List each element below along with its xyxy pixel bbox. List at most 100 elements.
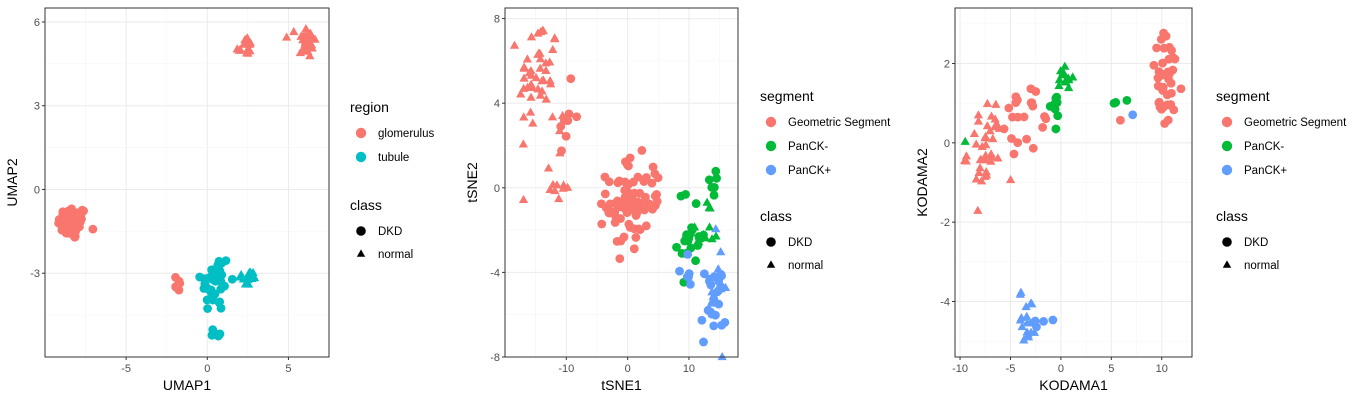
data-point <box>298 35 308 44</box>
legend-color-key <box>1221 140 1233 152</box>
data-point <box>518 139 528 148</box>
data-points <box>54 24 320 341</box>
data-point <box>239 39 249 48</box>
color-legend-title: segment <box>1216 88 1270 104</box>
x-axis-title: tSNE1 <box>601 377 642 393</box>
data-point <box>720 318 730 327</box>
data-point <box>707 309 717 319</box>
data-point <box>1009 149 1019 159</box>
data-point <box>620 195 629 205</box>
data-point <box>1153 81 1163 91</box>
data-point <box>1022 311 1032 320</box>
data-point <box>709 190 719 200</box>
data-point <box>1005 174 1016 184</box>
data-point <box>707 234 717 243</box>
data-point <box>548 179 558 188</box>
data-point <box>1019 112 1029 122</box>
data-point <box>215 275 225 285</box>
data-points <box>960 28 1186 344</box>
data-point <box>65 214 75 224</box>
data-point <box>974 168 984 177</box>
data-point <box>641 221 651 231</box>
data-point <box>711 166 721 176</box>
data-point <box>554 193 564 203</box>
data-point <box>54 218 64 228</box>
data-point <box>564 109 574 119</box>
data-point <box>633 172 643 182</box>
data-point <box>556 122 566 131</box>
data-point <box>526 70 537 79</box>
shape-legend: class DKD normal <box>760 208 823 272</box>
data-point <box>1068 72 1078 81</box>
data-point <box>208 294 217 304</box>
data-point <box>535 63 545 72</box>
legend-shape-key <box>766 237 776 247</box>
x-tick-label: 5 <box>1108 363 1114 375</box>
data-point <box>1007 134 1016 143</box>
data-point <box>1059 69 1069 78</box>
data-point <box>1041 114 1051 124</box>
shape-legend: class DKD normal <box>1216 208 1279 272</box>
plot-border <box>954 7 1193 358</box>
data-point <box>975 155 985 164</box>
data-point <box>1054 80 1064 90</box>
data-point <box>1054 75 1065 84</box>
data-point <box>518 194 529 203</box>
data-point <box>709 321 719 331</box>
data-point <box>215 266 225 276</box>
data-point <box>282 32 292 41</box>
data-point <box>1013 112 1023 122</box>
data-point <box>550 34 560 43</box>
data-point <box>960 155 970 165</box>
legend-color-label: Geometric Segment <box>1244 117 1347 129</box>
data-point <box>1168 65 1178 75</box>
data-point <box>566 74 576 84</box>
data-point <box>1176 84 1186 94</box>
data-point <box>716 247 726 256</box>
data-point <box>1153 73 1163 83</box>
y-tick-label: 4 <box>494 98 500 110</box>
data-point <box>1122 95 1132 105</box>
data-points <box>509 25 731 361</box>
data-point <box>653 173 663 183</box>
data-point <box>699 269 709 279</box>
data-point <box>672 242 681 252</box>
x-axis-title: KODAMA1 <box>1039 377 1108 393</box>
data-point <box>557 146 566 156</box>
data-point <box>685 279 695 289</box>
data-point <box>1167 88 1176 98</box>
data-point <box>988 133 998 143</box>
data-point <box>1026 327 1036 336</box>
data-point <box>516 89 526 98</box>
data-point <box>548 44 558 54</box>
data-point <box>1152 43 1162 53</box>
data-point <box>519 83 529 92</box>
data-point <box>528 118 538 127</box>
data-point <box>717 351 727 361</box>
data-point <box>980 150 991 159</box>
data-point <box>1022 134 1031 144</box>
x-tick-label: 5 <box>285 363 291 375</box>
data-point <box>541 58 551 67</box>
data-point <box>214 256 224 266</box>
data-point <box>547 112 558 121</box>
chart-panel-2: -10 0 10 -8 -4 0 4 8 tSNE1 tSNE2 segment Geometric … <box>464 7 891 393</box>
data-point <box>525 107 536 116</box>
data-point <box>704 175 714 185</box>
data-point <box>981 140 991 149</box>
data-point <box>535 54 546 63</box>
data-point <box>1019 335 1029 344</box>
y-tick-label: 0 <box>494 183 500 195</box>
x-tick-label: -5 <box>121 363 131 375</box>
y-tick-label: 6 <box>34 17 40 29</box>
data-point <box>629 224 639 234</box>
data-point <box>973 116 984 125</box>
data-point <box>1163 100 1173 110</box>
data-point <box>1051 124 1061 134</box>
legend-shape-key <box>356 226 366 236</box>
legend-shape-key <box>1222 237 1232 247</box>
data-point <box>691 256 700 266</box>
legend-color-label: PanCK+ <box>1244 165 1287 177</box>
data-point <box>960 136 970 145</box>
